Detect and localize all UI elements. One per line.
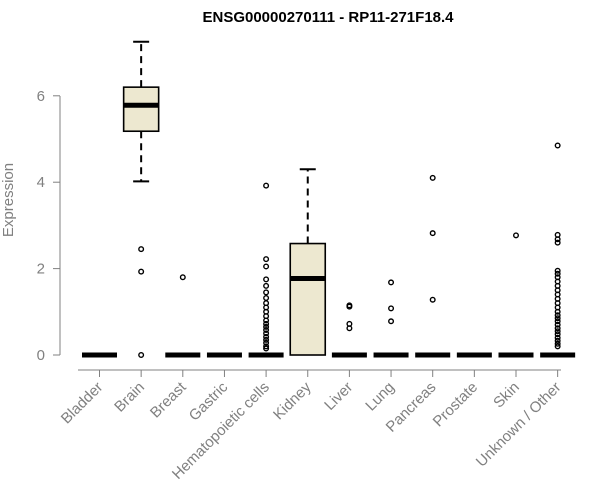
- outlier-point: [263, 289, 270, 296]
- outlier-point: [263, 343, 270, 350]
- box-liver: [331, 302, 367, 358]
- outlier-point: [263, 323, 270, 330]
- outlier-point: [346, 303, 353, 310]
- outlier-point: [554, 312, 561, 319]
- outlier-point: [554, 315, 561, 322]
- x-tick-label: Breast: [147, 378, 190, 421]
- outlier-point: [429, 296, 436, 303]
- box-iqr: [122, 86, 160, 133]
- outlier-point: [554, 328, 561, 335]
- x-tick-label: Lung: [362, 379, 398, 415]
- outlier-point: [263, 182, 270, 189]
- y-axis-label: Expression: [0, 163, 17, 237]
- outlier-point: [138, 268, 145, 275]
- outlier-point: [554, 239, 561, 246]
- outlier-point: [263, 317, 270, 324]
- box-pancreas: [415, 174, 451, 358]
- outlier-point: [388, 318, 395, 325]
- outlier-point: [388, 279, 395, 286]
- outlier-point: [554, 325, 561, 332]
- box-hematopoietic-cells: [248, 182, 284, 358]
- box-lung: [373, 279, 409, 358]
- x-tick-label: Liver: [321, 379, 356, 414]
- chart-title: ENSG00000270111 - RP11-271F18.4: [202, 9, 454, 26]
- y-tick-label: 2: [37, 261, 45, 278]
- x-tick-label: Prostate: [430, 379, 482, 431]
- outlier-point: [429, 174, 436, 181]
- outlier-point: [429, 230, 436, 237]
- x-tick-label: Skin: [490, 379, 523, 412]
- outlier-point: [554, 270, 561, 277]
- outlier-point: [554, 340, 561, 347]
- y-tick-label: 0: [37, 347, 45, 364]
- outlier-point: [263, 333, 270, 340]
- outlier-point: [554, 343, 561, 350]
- outlier-point: [554, 337, 561, 344]
- box-unknown-other: [540, 142, 576, 358]
- y-tick-label: 6: [37, 88, 45, 105]
- y-tick-label: 4: [37, 174, 45, 191]
- outlier-point: [554, 321, 561, 328]
- outlier-point: [554, 142, 561, 149]
- x-tick-label: Brain: [111, 379, 148, 416]
- outlier-point: [554, 334, 561, 341]
- outlier-point: [138, 352, 145, 359]
- outlier-point: [263, 336, 270, 343]
- outlier-point: [554, 236, 561, 243]
- outlier-point: [263, 339, 270, 346]
- outlier-point: [263, 294, 270, 301]
- outlier-point: [554, 267, 561, 274]
- outlier-point: [263, 256, 270, 263]
- outlier-point: [263, 326, 270, 333]
- outlier-point: [263, 276, 270, 283]
- box-breast: [165, 274, 201, 358]
- x-tick-label: Kidney: [270, 378, 315, 423]
- outlier-point: [388, 305, 395, 312]
- outlier-point: [263, 345, 270, 352]
- box-skin: [498, 232, 534, 358]
- outlier-point: [554, 318, 561, 325]
- outlier-point: [263, 320, 270, 327]
- box-brain: [122, 40, 160, 359]
- outlier-point: [263, 263, 270, 270]
- outlier-point: [263, 282, 270, 289]
- outlier-point: [138, 246, 145, 253]
- box-iqr: [289, 242, 327, 356]
- outlier-point: [179, 274, 186, 281]
- outlier-point: [346, 325, 353, 332]
- box-kidney: [289, 168, 327, 356]
- outlier-point: [263, 330, 270, 337]
- x-tick-label: Bladder: [58, 379, 107, 428]
- outlier-point: [513, 232, 520, 239]
- outlier-point: [554, 331, 561, 338]
- outlier-point: [554, 308, 561, 315]
